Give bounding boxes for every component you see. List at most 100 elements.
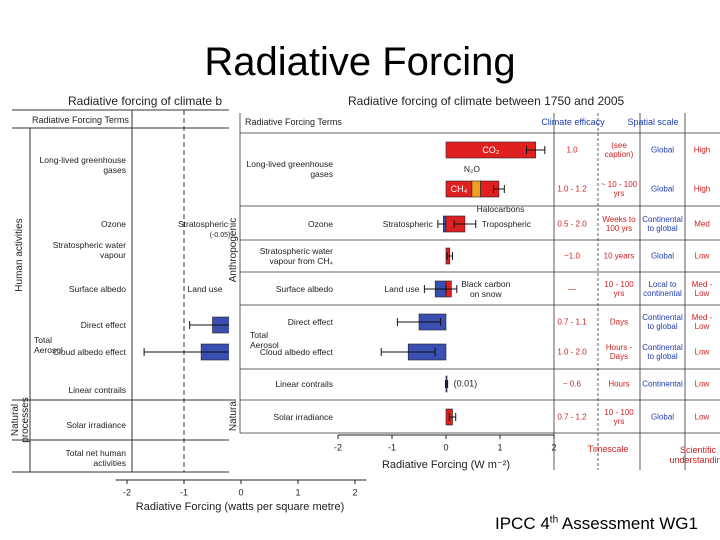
error-bar: [493, 185, 505, 193]
series-label: N₂O: [463, 164, 480, 174]
table-cell: ~ 0.6: [562, 379, 581, 389]
row-label: Cloud albedo effect: [52, 347, 126, 357]
table-cell: (see caption): [604, 141, 634, 159]
series-label: Tropospheric: [481, 219, 531, 229]
row-label: Direct effect: [287, 317, 333, 327]
x-tick-label: -1: [388, 442, 396, 452]
row-label: Linear contrails: [275, 379, 333, 389]
x-tick-label: 2: [352, 487, 357, 497]
table-cell: 1.0 - 2.0: [557, 347, 587, 357]
table-header: Spatial scale: [627, 117, 679, 127]
table-cell: Global: [650, 412, 675, 422]
side-label: Natural processes: [10, 397, 31, 443]
x-tick-label: -2: [334, 442, 342, 452]
table-cell: 0.7 - 1.2: [557, 412, 587, 422]
table-cell: 1.0 - 1.2: [557, 184, 587, 194]
value-label: (0.01): [454, 378, 478, 388]
x-tick-label: 0: [443, 442, 448, 452]
row-label: Solar irradiance: [66, 420, 126, 430]
terms-header: Radiative Forcing Terms: [32, 115, 129, 125]
row-label: Cloud albedo effect: [259, 347, 333, 357]
table-footer: Scientific understanding: [669, 445, 720, 465]
side-label: Human activities: [14, 218, 25, 292]
side-label: Anthropogenic: [228, 217, 239, 283]
table-cell: Global: [650, 251, 675, 261]
row-label: Stratospheric water vapour from CH₄: [259, 246, 333, 266]
row-label: Surface albedo: [275, 284, 333, 294]
table-cell: High: [693, 184, 711, 194]
footer: IPCC 4th Assessment WG1: [495, 514, 698, 534]
table-cell: ~ 10 - 100 yrs: [600, 180, 638, 198]
row-label: Long-lived greenhouse gases: [39, 155, 126, 175]
series-label: Halocarbons: [476, 204, 525, 214]
table-cell: Low: [694, 412, 710, 422]
table-cell: Low: [694, 251, 710, 261]
table-cell: Continental to global: [642, 343, 683, 361]
table-cell: 10 - 100 yrs: [604, 408, 634, 426]
error-bar: [380, 348, 436, 356]
x-axis-title: Radiative Forcing (watts per square metr…: [135, 501, 345, 513]
table-cell: Low: [694, 379, 710, 389]
table-cell: 1.0: [566, 145, 578, 155]
table-cell: Local to continental: [643, 280, 682, 298]
side-label: Natural: [228, 398, 239, 432]
table-cell: Global: [650, 184, 675, 194]
series-label: CH₄: [450, 184, 468, 194]
group-label: Total Aerosol: [250, 330, 279, 350]
row-label: Surface albedo: [68, 284, 126, 294]
panel-title: Radiative forcing of climate between 175…: [348, 94, 625, 108]
table-cell: Global: [650, 145, 675, 155]
slide-title: Radiative Forcing: [204, 40, 516, 84]
terms-header: Radiative Forcing Terms: [245, 117, 342, 127]
error-bar: [446, 252, 453, 260]
series-label: Black carbon on snow: [461, 279, 511, 299]
series-label: CO₂: [482, 145, 500, 155]
table-cell: Continental to global: [642, 215, 683, 233]
group-label: Total Aerosol: [34, 335, 63, 355]
series-label: Land use: [384, 284, 420, 294]
table-cell: Days: [609, 317, 629, 327]
table-cell: Weeks to 100 yrs: [602, 215, 636, 233]
error-bar: [396, 318, 442, 326]
x-axis-title: Radiative Forcing (W m⁻²): [381, 459, 511, 471]
x-tick-label: 2: [551, 442, 556, 452]
annotation: Stratospheric: [177, 219, 229, 229]
row-label: Ozone: [307, 219, 333, 229]
table-cell: 0.7 - 1.1: [557, 317, 587, 327]
footer-text: IPCC 4: [495, 514, 550, 533]
table-cell: High: [693, 145, 711, 155]
table-cell: Low: [694, 347, 710, 357]
table-cell: Hours: [608, 379, 630, 389]
table-cell: Continental to global: [642, 313, 683, 331]
row-label: Solar irradiance: [273, 412, 333, 422]
table-cell: Continental: [642, 379, 683, 389]
error-bar: [445, 285, 458, 293]
table-footer: Timescale: [587, 444, 629, 454]
table-cell: Med: [694, 219, 710, 229]
right-panel: -2 -1 0 1 2 (0.01): [229, 91, 720, 475]
x-tick-label: -1: [180, 487, 188, 497]
annotation: (-0.05): [209, 232, 231, 239]
table-header: Climate efficacy: [541, 117, 605, 127]
series-label: Stratospheric: [382, 219, 433, 229]
row-label: Stratospheric water vapour: [52, 240, 126, 260]
x-tick-label: 1: [497, 442, 502, 452]
panel-title: Radiative forcing of climate b: [68, 94, 223, 108]
x-tick-label: -2: [123, 487, 131, 497]
table-cell: 0.5 - 2.0: [557, 219, 587, 229]
x-tick-label: 1: [295, 487, 300, 497]
footer-sup: th: [549, 514, 559, 526]
row-label: Total net human activities: [65, 448, 126, 468]
table-cell: Hours - Days: [605, 343, 633, 361]
row-label: Linear contrails: [68, 385, 126, 395]
table-cell: ~1.0: [564, 251, 580, 261]
error-bar: [448, 413, 457, 421]
annotation: Land use: [187, 284, 223, 294]
table-cell: —: [568, 284, 576, 294]
error-bar: [444, 380, 449, 388]
row-label: Direct effect: [80, 320, 126, 330]
error-bar: [453, 220, 477, 228]
footer-text: Assessment WG1: [558, 514, 698, 533]
